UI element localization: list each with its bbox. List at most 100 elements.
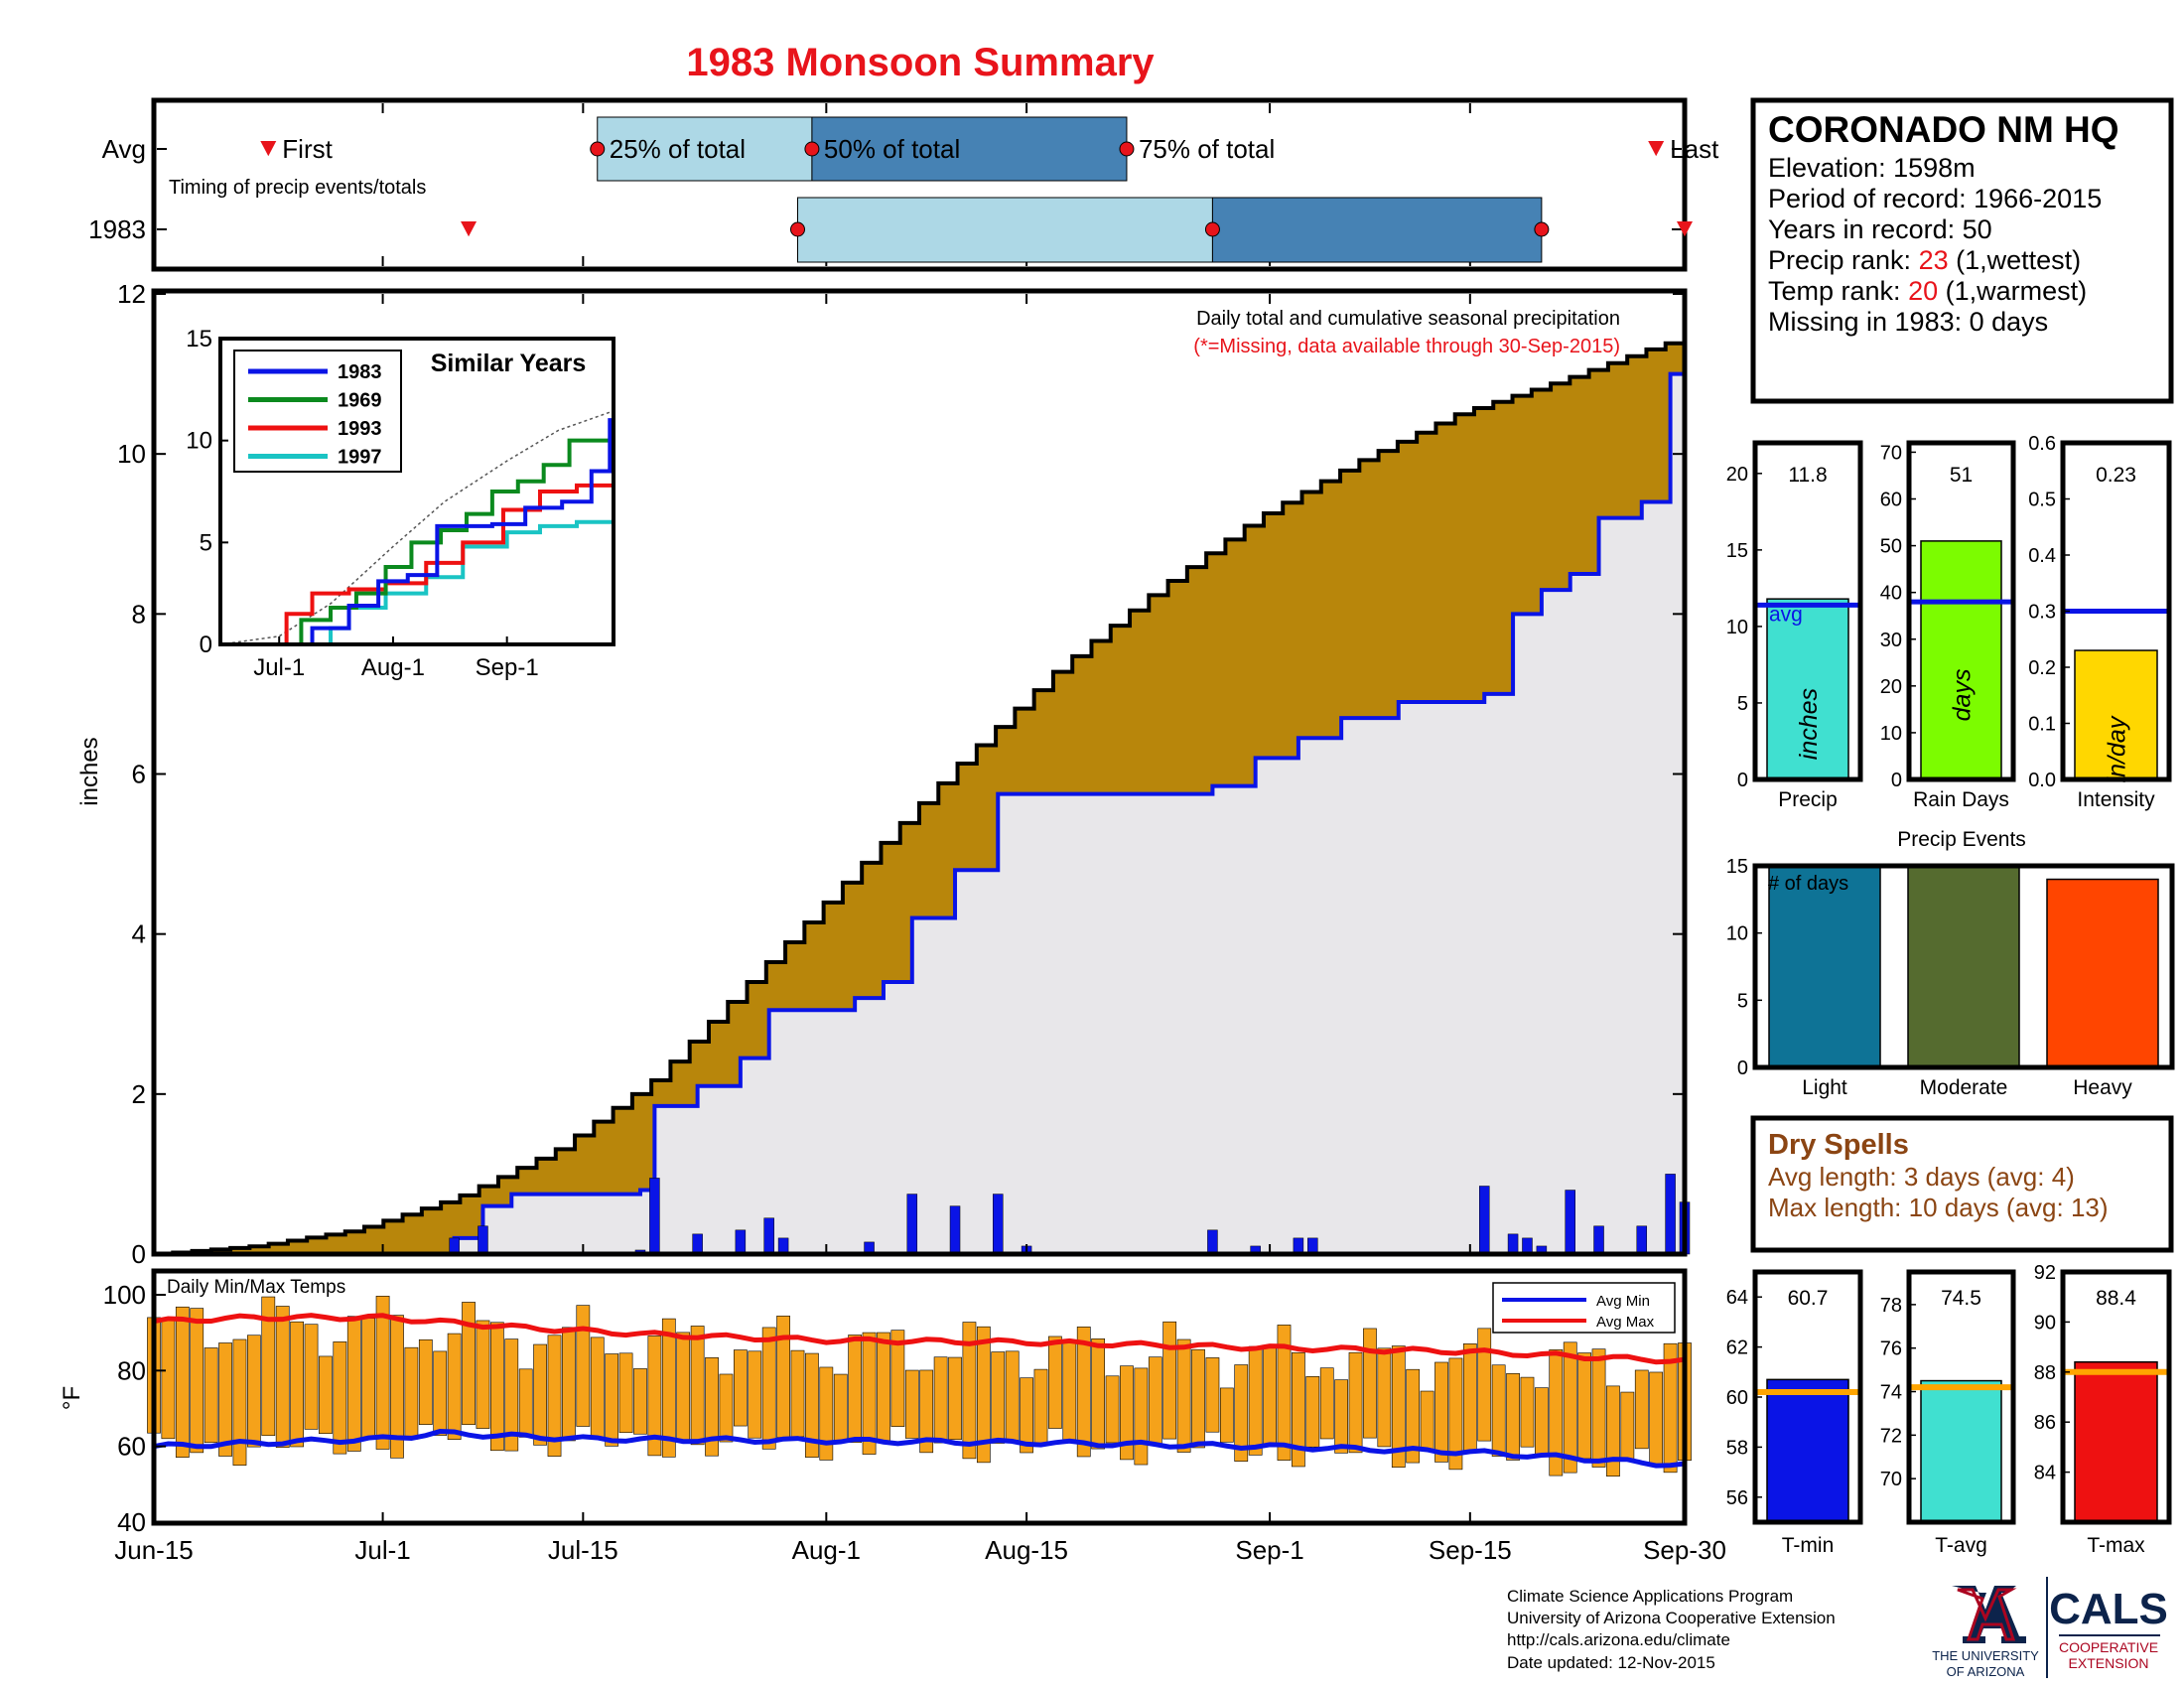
daily-temp-bar — [1663, 1342, 1678, 1474]
timing-panel: Avg 1983 Timing of precip events/totals Fir… — [88, 97, 1719, 272]
event-bar-0 — [1768, 865, 1881, 1068]
daily-temp-bar — [333, 1341, 347, 1455]
station-missing: Missing in 1983: 0 days — [1768, 307, 2048, 337]
tbar-frame-1 — [1906, 1269, 2016, 1525]
tbar-frame-2 — [2060, 1269, 2172, 1525]
daily-temp-bar — [633, 1368, 647, 1435]
inset-title: Similar Years — [431, 350, 587, 377]
daily-temp-bar — [1277, 1325, 1292, 1461]
daily-temp-bar — [1219, 1387, 1234, 1443]
daily-temp-bar — [361, 1318, 376, 1440]
temps-legend-max-label: Avg Max — [1596, 1314, 1655, 1331]
avg-last-label: Last — [1670, 134, 1719, 164]
cals-sub-1: COOPERATIVE — [2059, 1639, 2158, 1655]
inset-line-1983 — [220, 403, 615, 646]
daily-temp-bar — [1420, 1390, 1434, 1452]
daily-temp-bar — [647, 1336, 662, 1457]
daily-temp-bar — [1434, 1361, 1448, 1463]
precip-rank-value: 23 — [1919, 245, 1949, 275]
daily-temp-bar — [1563, 1341, 1577, 1474]
daily-temp-bar — [346, 1316, 361, 1452]
ua-text-2: OF ARIZONA — [1947, 1664, 2025, 1679]
y1983-box-25-50 — [797, 197, 1213, 263]
footer-line-4: Date updated: 12-Nov-2015 — [1507, 1653, 1715, 1672]
tbar-ytick-label: 60 — [1726, 1387, 1748, 1409]
event-label-0: Light — [1802, 1076, 1847, 1099]
station-years: Years in record: 50 — [1768, 214, 1992, 244]
inset-ytick-label: 10 — [186, 428, 212, 455]
tbar-1 — [1920, 1379, 2002, 1523]
daily-temp-bar — [1305, 1376, 1320, 1448]
similar-years-inset: Similar Years 0 5 10 15 Jul-1 Aug-1 Sep-1 1983 1… — [186, 326, 615, 681]
daily-temp-bar — [1577, 1352, 1591, 1460]
daily-precip-bar — [1636, 1225, 1648, 1255]
main-ytick-label: 0 — [132, 1239, 146, 1269]
avg-p75-label: 75% of total — [1139, 134, 1275, 164]
daily-precip-bar — [1665, 1174, 1676, 1255]
daily-temp-bar — [1091, 1338, 1106, 1450]
y1983-p25-marker — [790, 221, 806, 237]
summary-bar-0 — [1766, 598, 1849, 780]
daily-temp-bar — [733, 1349, 748, 1427]
daily-temp-bar — [919, 1369, 934, 1454]
y1983-last-marker — [1677, 221, 1693, 237]
daily-temp-bar — [1549, 1349, 1564, 1477]
daily-temp-bar — [204, 1347, 218, 1444]
events-ytick-label: 0 — [1737, 1057, 1748, 1079]
summary-bar-2 — [2074, 649, 2158, 780]
daily-temp-bar — [490, 1322, 504, 1452]
daily-temp-bar — [690, 1326, 705, 1446]
inset-ytick-label: 15 — [186, 326, 212, 352]
summary-label-2: Intensity — [2077, 788, 2155, 811]
tbar-ytick-label: 86 — [2034, 1412, 2056, 1434]
temps-ytick-label: 100 — [103, 1280, 146, 1310]
summary-ytick-label: 15 — [1726, 540, 1748, 562]
avg-p25-label: 25% of total — [610, 134, 746, 164]
temps-chart: °F Daily Min/Max Temps Avg Min Avg Max 40 60… — [59, 1268, 1726, 1565]
daily-temp-bar — [904, 1369, 919, 1439]
dry-title: Dry Spells — [1768, 1129, 1909, 1161]
summary-avg-label: avg — [1769, 603, 1803, 626]
station-period: Period of record: 1966-2015 — [1768, 184, 2102, 213]
summary-value-1: 51 — [1950, 464, 1973, 487]
daily-temp-bar — [605, 1353, 619, 1447]
main-ytick-label: 8 — [132, 599, 146, 629]
daily-temp-bar — [1005, 1350, 1020, 1441]
inset-line-1969 — [220, 438, 614, 646]
daily-temp-bar — [1319, 1367, 1334, 1440]
daily-temp-bar — [161, 1318, 176, 1440]
tbar-2 — [2074, 1360, 2158, 1523]
daily-temp-bar — [418, 1338, 433, 1425]
daily-precip-bar — [906, 1194, 918, 1255]
daily-temp-bar — [991, 1351, 1006, 1444]
daily-precip-bar — [763, 1217, 774, 1255]
daily-temp-bar — [247, 1335, 261, 1448]
temps-ytick-label: 80 — [117, 1355, 146, 1385]
daily-temp-bar — [1134, 1367, 1149, 1466]
summary-ytick-label: 0.3 — [2028, 602, 2056, 624]
daily-temp-bar — [1591, 1348, 1606, 1468]
daily-temp-bar — [1491, 1364, 1506, 1457]
x-axis-label: Aug-15 — [985, 1535, 1068, 1565]
inset-ytick-label: 0 — [200, 632, 212, 658]
area-1983-fill — [154, 310, 1685, 1254]
summary-bar-1 — [1920, 540, 2002, 780]
daily-precip-bar — [993, 1194, 1004, 1255]
page-title: 1983 Monsoon Summary — [686, 41, 1155, 84]
tbar-label-0: T-min — [1782, 1534, 1835, 1557]
daily-temp-bar — [576, 1305, 591, 1427]
summary-value-2: 0.23 — [2096, 464, 2136, 487]
daily-temp-bar — [319, 1355, 333, 1435]
events-ytick-label: 10 — [1726, 923, 1748, 945]
tbar-ytick-label: 64 — [1726, 1287, 1748, 1309]
daily-temp-bar — [562, 1327, 576, 1442]
avg-max-line — [153, 1313, 1686, 1365]
inset-xtick-label: Jul-1 — [253, 654, 305, 681]
daily-temp-bar — [533, 1343, 547, 1446]
daily-temp-bar — [1205, 1357, 1220, 1433]
station-info-box: CORONADO NM HQ Elevation: 1598m Period o… — [1750, 97, 2174, 404]
daily-temp-bar — [1363, 1328, 1377, 1439]
daily-temp-bar — [618, 1352, 633, 1434]
daily-temp-bar — [1634, 1369, 1649, 1450]
summary-ytick-label: 0.2 — [2028, 657, 2056, 679]
